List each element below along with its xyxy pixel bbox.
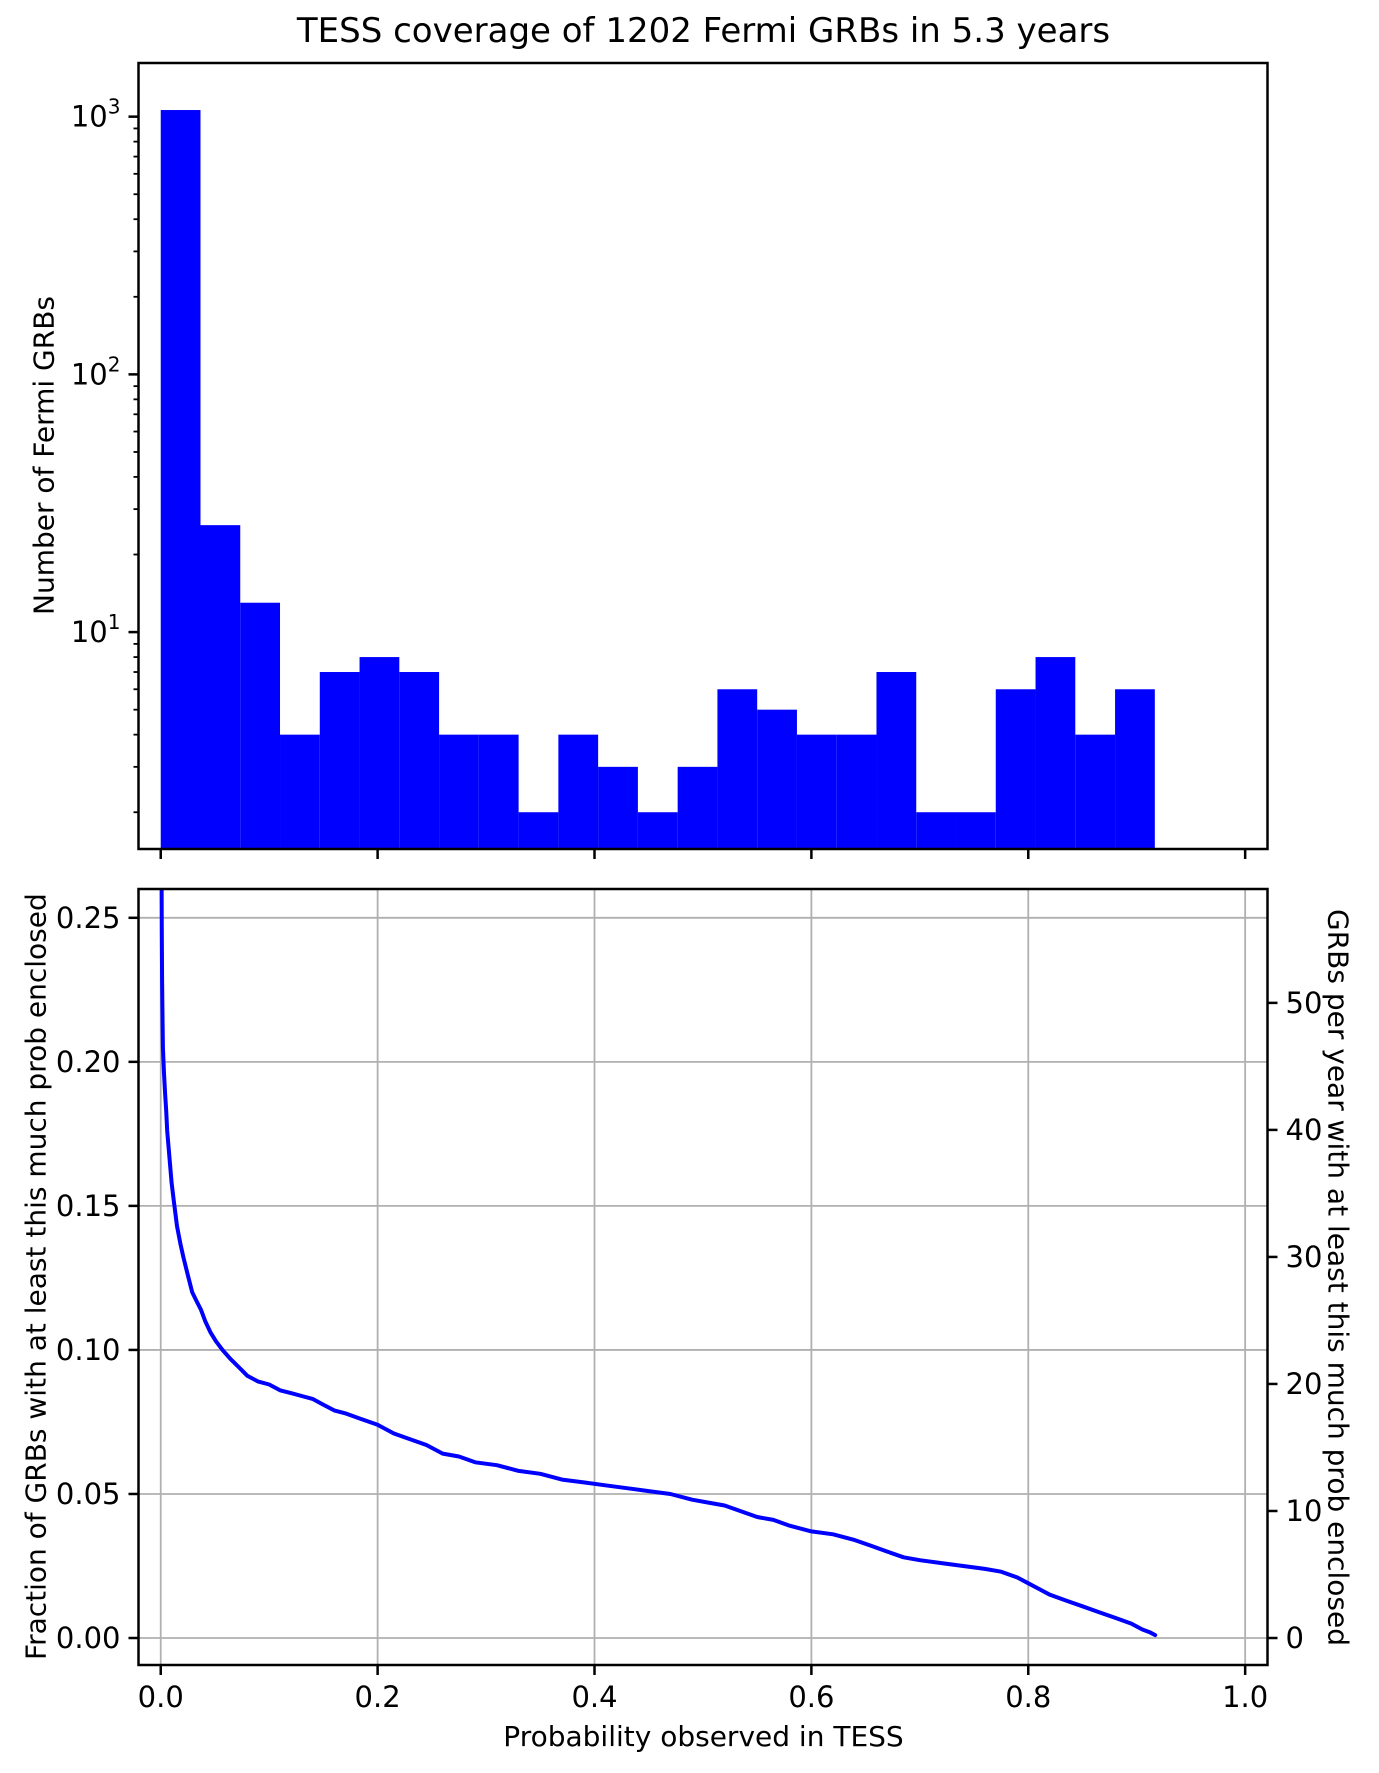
- histogram-y-major-ticks: [128, 115, 139, 634]
- histogram-bar: [598, 766, 638, 849]
- cdf-y-right-tick-label: 50: [1286, 986, 1323, 1020]
- cdf-y-left-tick-label: 0.20: [56, 1045, 121, 1079]
- histogram-y-minor-ticks: [133, 127, 139, 814]
- histogram-bar: [995, 689, 1036, 849]
- histogram-bar: [916, 812, 957, 849]
- histogram-bar: [1115, 689, 1155, 849]
- histogram-bar: [439, 734, 479, 849]
- cdf-y-right-tick-label: 40: [1286, 1113, 1323, 1147]
- chart-title: TESS coverage of 1202 Fermi GRBs in 5.3 …: [296, 11, 1111, 51]
- cdf-y-right-tick-label: 30: [1286, 1240, 1323, 1274]
- cdf-y-left-tick-label: 0.10: [56, 1333, 121, 1367]
- histogram-bar: [280, 734, 320, 849]
- histogram-bar: [836, 734, 877, 849]
- rate-y-axis-label: GRBs per year with at least this much pr…: [1321, 908, 1355, 1646]
- histogram-y-tick-label: 102: [71, 352, 121, 391]
- histogram-bar: [478, 734, 519, 849]
- histogram-y-axis-label: Number of Fermi GRBs: [27, 296, 61, 616]
- cdf-x-tick-label: 0.8: [1005, 1680, 1051, 1714]
- histogram-bar: [796, 734, 837, 849]
- histogram-bar: [359, 657, 400, 849]
- histogram-bars: [160, 110, 1155, 850]
- cdf-x-ticks: [159, 1665, 1247, 1675]
- histogram-bar: [1075, 734, 1116, 849]
- histogram-y-tick-label: 101: [71, 610, 121, 649]
- histogram-y-tick-label: 103: [71, 95, 121, 134]
- cdf-y-left-tick-label: 0.00: [56, 1621, 121, 1655]
- histogram-bar: [518, 812, 559, 849]
- cdf-y-right-tick-labels: 0 10 20 30 40 50: [1286, 986, 1323, 1655]
- cdf-x-tick-label: 0.2: [355, 1680, 401, 1714]
- histogram-bar: [160, 110, 201, 850]
- histogram-bar: [399, 672, 440, 849]
- cdf-x-tick-label: 0.4: [571, 1680, 617, 1714]
- cdf-x-tick-labels: 0.0 0.2 0.4 0.6 0.8 1.0: [138, 1680, 1269, 1714]
- histogram-bar: [677, 766, 718, 849]
- histogram-bar: [200, 525, 241, 849]
- cdf-y-right-tick-label: 0: [1286, 1621, 1304, 1655]
- cdf-y-right-tick-label: 10: [1286, 1494, 1323, 1528]
- cdf-y-left-tick-label: 0.25: [56, 901, 121, 935]
- histogram-bar: [240, 602, 281, 849]
- fraction-y-axis-label: Fraction of GRBs with at least this much…: [19, 893, 53, 1661]
- histogram-spines: [137, 61, 1269, 851]
- cdf-grid: [138, 889, 1268, 1665]
- cdf-y-left-tick-label: 0.15: [56, 1189, 121, 1223]
- histogram-bar: [757, 709, 797, 849]
- histogram-bar: [717, 689, 758, 849]
- histogram-bar: [876, 672, 917, 849]
- cdf-y-left-tick-labels: 0.00 0.05 0.10 0.15 0.20 0.25: [56, 901, 121, 1655]
- histogram-bar: [319, 672, 360, 849]
- histogram-bar: [1035, 657, 1076, 849]
- cdf-y-right-ticks: [1267, 1001, 1278, 1640]
- histogram-y-tick-labels: 101 102 103: [71, 95, 121, 649]
- x-axis-label: Probability observed in TESS: [503, 1720, 904, 1753]
- cdf-y-left-ticks: [128, 916, 139, 1640]
- cdf-x-tick-label: 0.0: [138, 1680, 184, 1714]
- cdf-x-tick-label: 1.0: [1222, 1680, 1268, 1714]
- cdf-x-tick-label: 0.6: [788, 1680, 834, 1714]
- histogram-bar: [558, 734, 599, 849]
- cdf-y-right-tick-label: 20: [1286, 1367, 1323, 1401]
- cdf-y-left-tick-label: 0.05: [56, 1477, 121, 1511]
- histogram-bar: [637, 812, 678, 849]
- cdf-curve: [159, 889, 1158, 1638]
- histogram-x-ticks: [159, 849, 1247, 859]
- histogram-plot: 101 102 103: [71, 61, 1269, 859]
- histogram-bar: [956, 812, 996, 849]
- cdf-spines: [137, 887, 1269, 1667]
